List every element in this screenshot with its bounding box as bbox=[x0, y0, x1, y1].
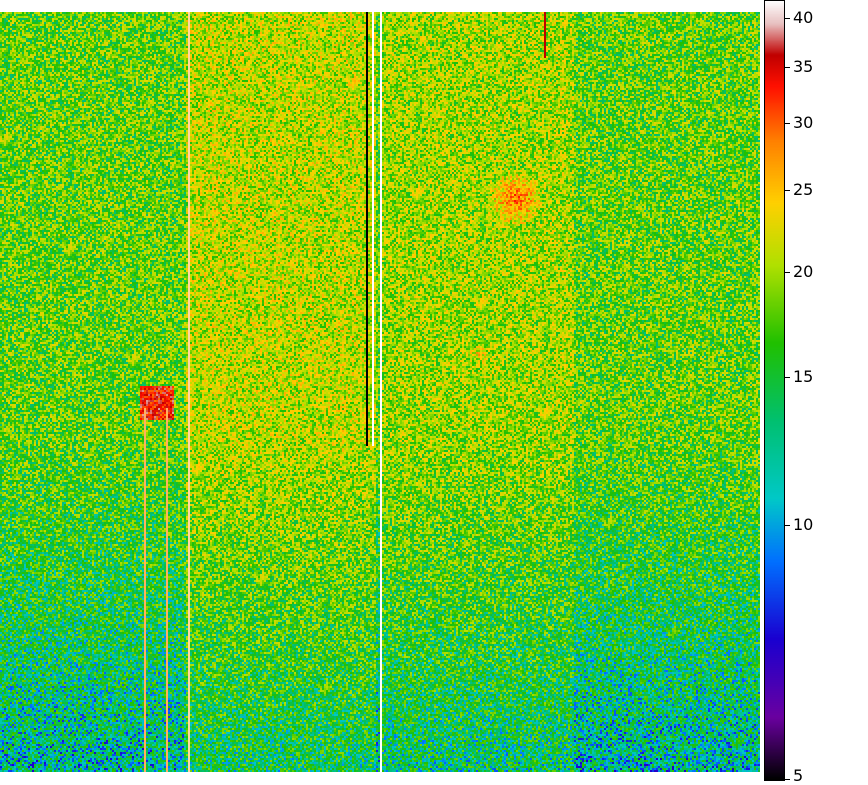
colorbar-tick bbox=[784, 779, 790, 780]
colorbar-tick-label: 20 bbox=[793, 262, 814, 281]
colorbar-tick-label: 40 bbox=[793, 8, 814, 27]
colorbar-tick bbox=[784, 18, 790, 19]
colorbar bbox=[764, 0, 784, 780]
colorbar-tick-label: 30 bbox=[793, 113, 814, 132]
colorbar-tick-label: 15 bbox=[793, 367, 814, 386]
colorbar-tick bbox=[784, 377, 790, 378]
colorbar-tick bbox=[784, 190, 790, 191]
heatmap-image bbox=[0, 12, 760, 772]
colorbar-tick-label: 25 bbox=[793, 180, 814, 199]
colorbar-tick-label: 10 bbox=[793, 515, 814, 534]
colorbar-tick bbox=[784, 67, 790, 68]
colorbar-tick-label: 5 bbox=[793, 766, 804, 785]
colorbar-tick bbox=[784, 525, 790, 526]
colorbar-tick bbox=[784, 272, 790, 273]
colorbar-tick bbox=[784, 123, 790, 124]
colorbar-tick-label: 35 bbox=[793, 57, 814, 76]
